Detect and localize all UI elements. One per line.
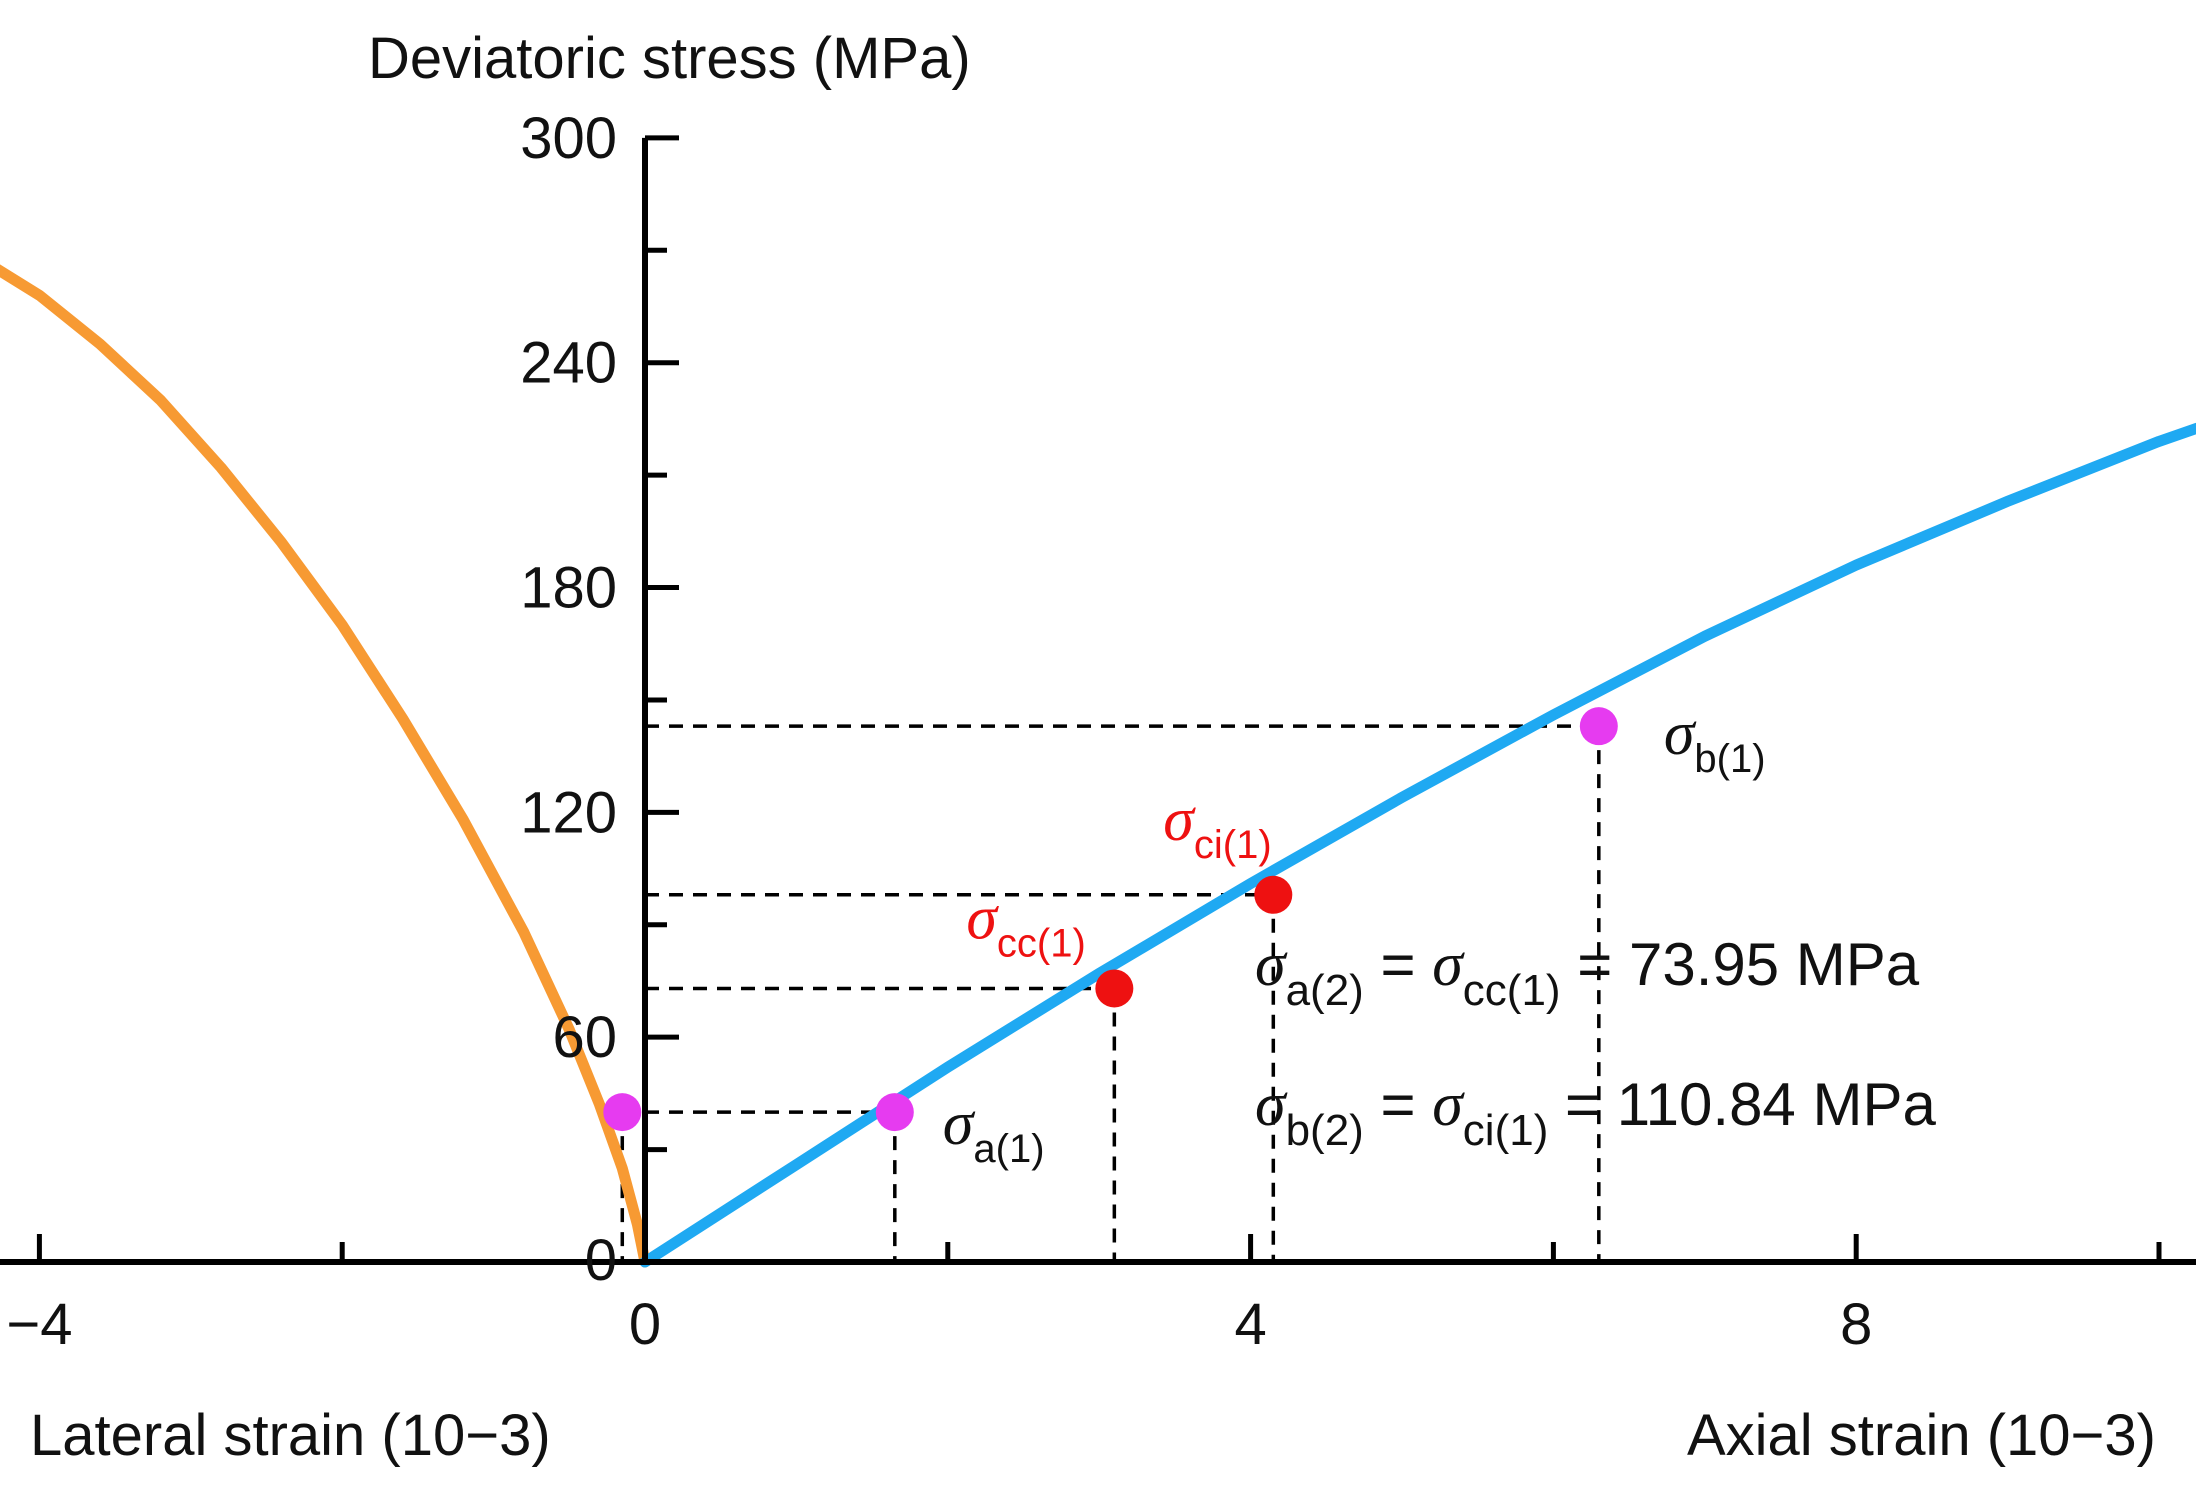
label-sigma: σ (1163, 786, 1196, 854)
point-lateral-a1 (603, 1093, 642, 1132)
y-tick-label: 0 (585, 1228, 617, 1293)
y-tick-label: 60 (552, 1005, 617, 1070)
label-sigma: σ (966, 884, 999, 952)
point-sigma-ci1 (1254, 875, 1293, 914)
x-tick-label: 4 (1234, 1292, 1266, 1357)
curves (0, 264, 2196, 1268)
marker-labels: σb(1)σci(1)σcc(1)σa(1) (943, 700, 1766, 1171)
equation-sigma: σ (1255, 1071, 1288, 1139)
label-sigma-b1: σb(1) (1664, 700, 1766, 781)
label-subscript: ci(1) (1194, 823, 1272, 867)
point-sigma-a1 (875, 1093, 914, 1132)
equation-subscript: a(2) (1286, 966, 1364, 1015)
label-subscript: cc(1) (997, 921, 1086, 965)
x-tick-label: 0 (629, 1292, 661, 1357)
y-ticks: 0 60 120 180 240 300 (520, 106, 679, 1293)
label-sigma-a1: σa(1) (943, 1090, 1045, 1171)
equation-sigma: σ (1432, 1071, 1465, 1139)
x-tick-label: −4 (6, 1292, 72, 1357)
equation-text: = 110.84 MPa (1548, 1071, 1936, 1138)
y-tick-label: 120 (520, 780, 617, 845)
x-axis-title-axial: Axial strain (10−3) (1687, 1403, 2156, 1468)
label-sigma: σ (943, 1090, 976, 1158)
x-ticks: −8−4048121620 (6, 1234, 2162, 1357)
equation-line-1: σa(2) = σcc(1) = 73.95 MPa (1255, 931, 1920, 1015)
marker-points (603, 707, 1618, 1132)
label-sigma-cc1: σcc(1) (966, 884, 1085, 965)
label-subscript: a(1) (973, 1127, 1044, 1171)
equation-text: = (1364, 931, 1432, 998)
equation-text: = 73.95 MPa (1561, 931, 1920, 998)
equation-text: = (1364, 1071, 1432, 1138)
y-tick-label: 180 (520, 556, 617, 621)
y-tick-label: 240 (520, 331, 617, 396)
equation-sigma: σ (1255, 931, 1288, 999)
equation-sigma: σ (1432, 931, 1465, 999)
x-tick-label: 8 (1840, 1292, 1872, 1357)
label-sigma-ci1: σci(1) (1163, 786, 1271, 867)
point-sigma-b1 (1579, 707, 1618, 746)
label-subscript: b(1) (1694, 737, 1765, 781)
point-sigma-cc1 (1095, 969, 1134, 1008)
equation-subscript: cc(1) (1463, 966, 1561, 1015)
lateral-strain-curve (0, 264, 651, 1268)
y-axis-title: Deviatoric stress (MPa) (368, 26, 971, 91)
label-sigma: σ (1664, 700, 1697, 768)
equation-line-2: σb(2) = σci(1) = 110.84 MPa (1255, 1071, 1936, 1155)
axial-strain-curve (639, 422, 2196, 1268)
equation-subscript: ci(1) (1463, 1106, 1549, 1155)
x-axis-title-lateral: Lateral strain (10−3) (30, 1403, 551, 1468)
equation-subscript: b(2) (1286, 1106, 1364, 1155)
y-tick-label: 300 (520, 106, 617, 171)
